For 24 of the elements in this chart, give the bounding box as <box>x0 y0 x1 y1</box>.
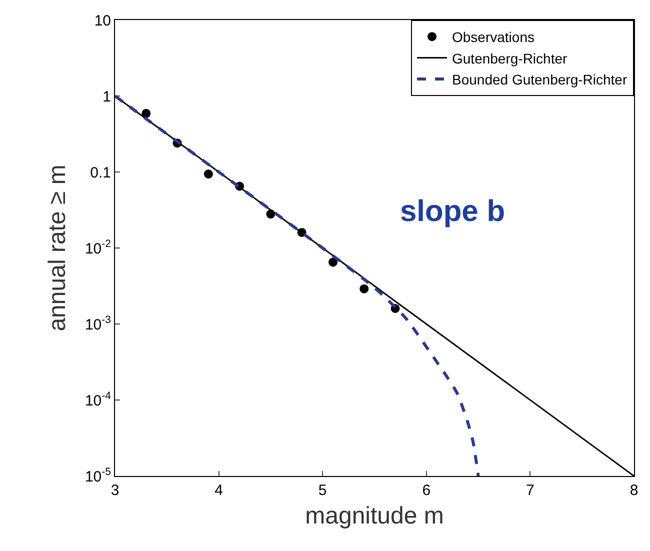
x-tick-label: 8 <box>630 482 638 499</box>
point <box>360 284 369 294</box>
legend-label: Gutenberg-Richter <box>452 50 568 66</box>
point <box>204 170 213 179</box>
x-tick-label: 5 <box>318 482 327 499</box>
x-tick-label: 7 <box>526 482 534 499</box>
point <box>328 258 338 267</box>
y-tick-label: 10$^{-2}$ <box>84 238 112 258</box>
x-tick-label: 6 <box>422 482 431 499</box>
y-tick-label: 0.1 <box>90 164 111 182</box>
x-tick-label: 3 <box>110 482 120 499</box>
x-tick-label: 4 <box>214 482 223 499</box>
y-tick-label: 10$^{-3}$ <box>84 314 112 334</box>
line-series <box>115 94 480 476</box>
y-tick-label: 1 <box>102 88 111 106</box>
y-tick-label: 10$^{-4}$ <box>84 390 112 410</box>
legend-label: Observations <box>452 29 534 46</box>
legend-label: Bounded Gutenberg-Richter <box>452 71 628 88</box>
x-axis-title: magnitude m <box>305 502 444 530</box>
y-tick-label: 10$^{-5}$ <box>84 466 112 486</box>
y-axis-title: annual rate ≥ m <box>44 164 72 332</box>
y-tick-label: 10 <box>94 12 111 30</box>
point <box>142 108 151 118</box>
annotation: slope b <box>400 195 506 228</box>
